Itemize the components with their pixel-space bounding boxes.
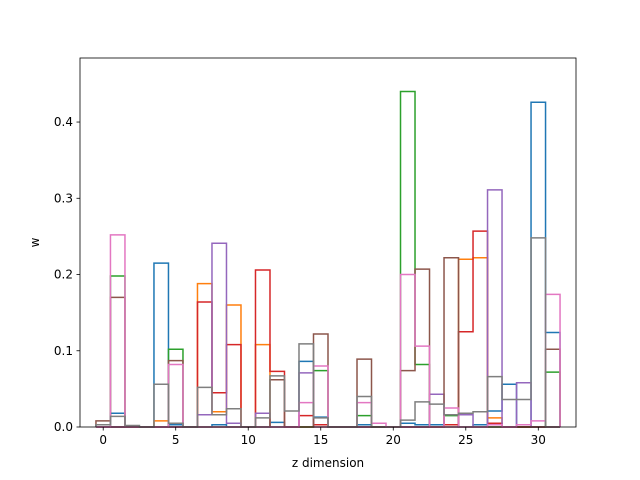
series-7-step-line	[95, 234, 561, 428]
y-axis-label: w	[28, 237, 42, 247]
x-tick-label: 30	[531, 433, 546, 447]
x-tick-label: 25	[458, 433, 473, 447]
y-tick-label: 0.1	[54, 344, 73, 358]
x-tick-label: 20	[386, 433, 401, 447]
series-8-step-line	[95, 237, 561, 428]
x-tick-label: 15	[313, 433, 328, 447]
y-tick-label: 0.4	[54, 115, 73, 129]
x-tick-label: 5	[172, 433, 180, 447]
y-tick-label: 0.2	[54, 268, 73, 282]
y-tick-label: 0.3	[54, 191, 73, 205]
x-axis-label: z dimension	[292, 456, 364, 470]
x-tick-label: 10	[241, 433, 256, 447]
x-tick-label: 0	[99, 433, 107, 447]
y-tick-label: 0.0	[54, 420, 73, 434]
series-8	[95, 237, 561, 428]
axes-layer: 0 5 10 15 20 25 30 0.0 0.1 0.2 0.3 0.4	[54, 57, 577, 447]
plot-frame	[79, 57, 577, 428]
series-7	[95, 234, 561, 428]
